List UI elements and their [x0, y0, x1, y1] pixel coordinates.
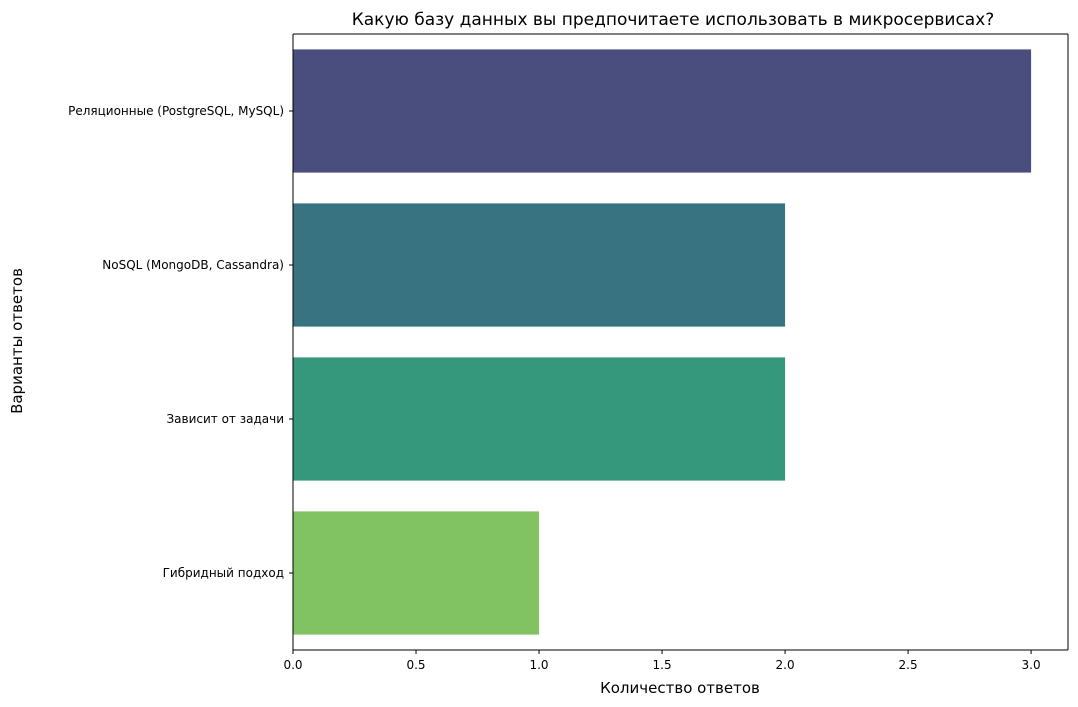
x-tick-label: 1.5 [653, 658, 672, 672]
bar [293, 357, 786, 481]
y-tick-label: Гибридный подход [163, 566, 284, 580]
y-tick-label: Зависит от задачи [166, 412, 284, 426]
bars-layer [293, 49, 1032, 635]
y-tick-label: NoSQL (MongoDB, Cassandra) [102, 258, 284, 272]
x-tick-label: 2.0 [776, 658, 795, 672]
bar [293, 203, 786, 327]
chart-title: Какую базу данных вы предпочитаете испол… [352, 10, 995, 30]
y-axis-title: Варианты ответов [8, 268, 26, 414]
x-tick-label: 3.0 [1022, 658, 1041, 672]
bar [293, 49, 1032, 173]
y-ticks: Реляционные (PostgreSQL, MySQL) NoSQL (Mo… [68, 104, 293, 580]
bar [293, 511, 540, 635]
x-tick-label: 0.0 [283, 658, 302, 672]
x-ticks: 0.0 0.5 1.0 1.5 2.0 2.5 3.0 [283, 650, 1041, 672]
x-tick-label: 0.5 [406, 658, 425, 672]
x-tick-label: 2.5 [899, 658, 918, 672]
x-axis-title: Количество ответов [600, 679, 760, 697]
x-tick-label: 1.0 [529, 658, 548, 672]
y-tick-label: Реляционные (PostgreSQL, MySQL) [68, 104, 284, 118]
